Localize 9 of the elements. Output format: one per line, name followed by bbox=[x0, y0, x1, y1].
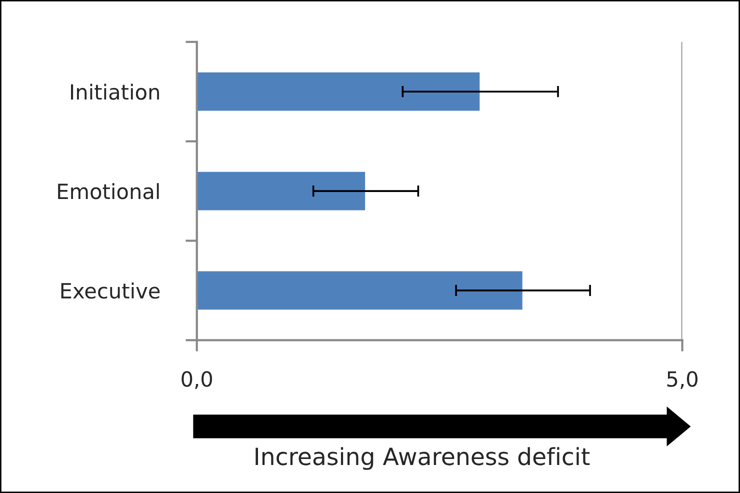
y-tick-label: Executive bbox=[61, 282, 160, 299]
bar bbox=[196, 270, 524, 312]
x-tick-label: 5,0 bbox=[667, 371, 698, 389]
y-tick-label: Initiation bbox=[71, 84, 159, 100]
x-axis-title: Increasing Awareness deficit bbox=[256, 447, 590, 470]
bar bbox=[196, 71, 482, 112]
bar bbox=[196, 170, 366, 212]
x-tick-label: 0,0 bbox=[182, 371, 212, 389]
y-tick-label: Emotional bbox=[58, 183, 159, 200]
